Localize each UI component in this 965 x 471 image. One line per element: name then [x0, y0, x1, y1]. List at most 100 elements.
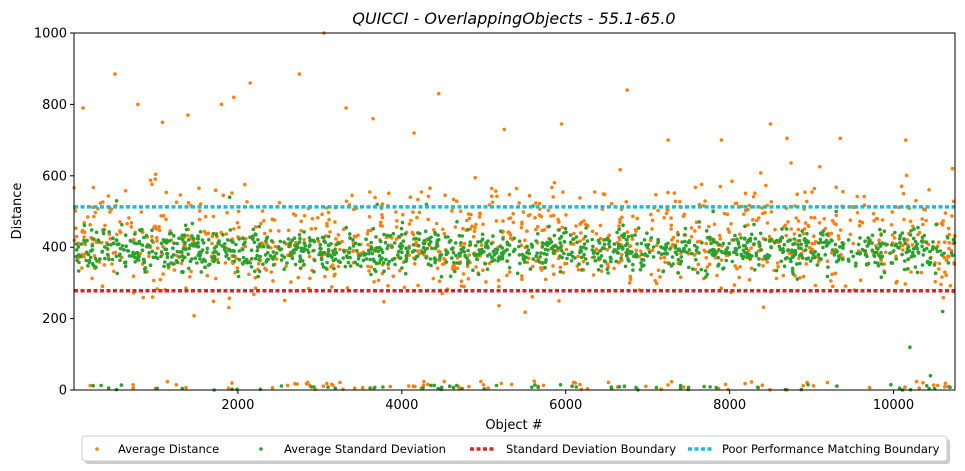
data-point	[809, 215, 813, 220]
data-point	[601, 192, 606, 196]
data-point	[680, 249, 684, 254]
data-point	[396, 253, 400, 257]
data-point	[507, 270, 512, 274]
data-point	[440, 291, 444, 296]
data-point	[491, 234, 495, 238]
data-point	[277, 200, 282, 205]
data-point	[670, 242, 675, 247]
data-point	[155, 235, 159, 240]
data-point	[123, 233, 128, 237]
data-point	[625, 248, 630, 252]
data-point	[793, 248, 798, 253]
data-point	[268, 228, 273, 233]
data-point	[743, 191, 748, 196]
data-point	[271, 279, 275, 283]
data-point	[333, 386, 338, 391]
data-point	[742, 254, 746, 259]
data-point	[832, 253, 837, 257]
data-point	[568, 240, 573, 245]
data-point	[570, 384, 574, 389]
data-point	[320, 262, 325, 266]
data-point	[669, 227, 673, 231]
data-point	[479, 251, 484, 255]
data-point	[595, 251, 600, 256]
data-point	[812, 234, 816, 238]
data-point	[105, 246, 110, 251]
data-point	[551, 195, 555, 199]
data-point	[330, 285, 334, 289]
data-point	[186, 234, 190, 238]
data-point	[161, 272, 165, 276]
data-point	[798, 276, 802, 280]
data-point	[912, 254, 917, 258]
data-point	[935, 249, 940, 254]
legend-marker	[95, 447, 99, 451]
data-point	[679, 255, 684, 259]
data-point	[429, 235, 433, 240]
data-point	[499, 229, 503, 233]
data-point	[186, 201, 191, 205]
data-point	[171, 246, 175, 250]
data-point	[783, 256, 788, 261]
data-point	[353, 241, 358, 245]
data-point	[539, 266, 543, 270]
data-point	[893, 230, 897, 235]
data-point	[908, 219, 913, 224]
data-point	[816, 252, 821, 257]
data-point	[221, 193, 226, 197]
data-point	[830, 218, 835, 223]
data-point	[415, 215, 419, 220]
data-point	[792, 254, 796, 258]
data-point	[848, 218, 853, 222]
data-point	[230, 191, 234, 195]
data-point	[247, 272, 251, 277]
data-point	[241, 262, 245, 266]
data-point	[481, 268, 485, 273]
data-point	[799, 253, 804, 257]
data-point	[914, 379, 919, 384]
data-point	[545, 240, 549, 245]
data-point	[123, 264, 128, 269]
data-point	[136, 102, 140, 107]
data-point	[834, 209, 838, 214]
data-point	[952, 241, 957, 245]
data-point	[333, 257, 338, 262]
data-point	[226, 238, 230, 242]
data-point	[661, 269, 666, 273]
data-point	[733, 233, 737, 238]
data-point	[203, 265, 207, 270]
data-point	[867, 385, 872, 390]
data-point	[639, 261, 643, 265]
data-point	[433, 246, 438, 251]
data-point	[454, 253, 458, 258]
data-point	[90, 243, 95, 248]
data-point	[154, 251, 158, 256]
data-point	[481, 383, 486, 387]
data-point	[131, 274, 136, 279]
data-point	[656, 208, 660, 213]
data-point	[544, 258, 548, 262]
data-point	[400, 244, 405, 248]
plot-area	[72, 31, 957, 392]
data-point	[669, 223, 674, 228]
data-point	[599, 269, 604, 273]
data-point	[574, 385, 579, 389]
data-point	[933, 279, 938, 284]
data-point	[591, 273, 596, 277]
data-point	[873, 260, 877, 265]
data-point	[148, 178, 153, 183]
x-tick-label: 2000	[221, 398, 254, 413]
data-point	[894, 242, 898, 246]
data-point	[106, 194, 111, 198]
data-point	[299, 228, 304, 233]
data-point	[125, 248, 130, 253]
data-point	[538, 254, 542, 259]
data-point	[659, 256, 663, 260]
data-point	[937, 267, 941, 271]
data-point	[582, 242, 587, 246]
data-point	[825, 380, 830, 385]
data-point	[293, 262, 298, 267]
data-point	[546, 208, 551, 213]
data-point	[459, 279, 464, 284]
data-point	[217, 239, 221, 243]
